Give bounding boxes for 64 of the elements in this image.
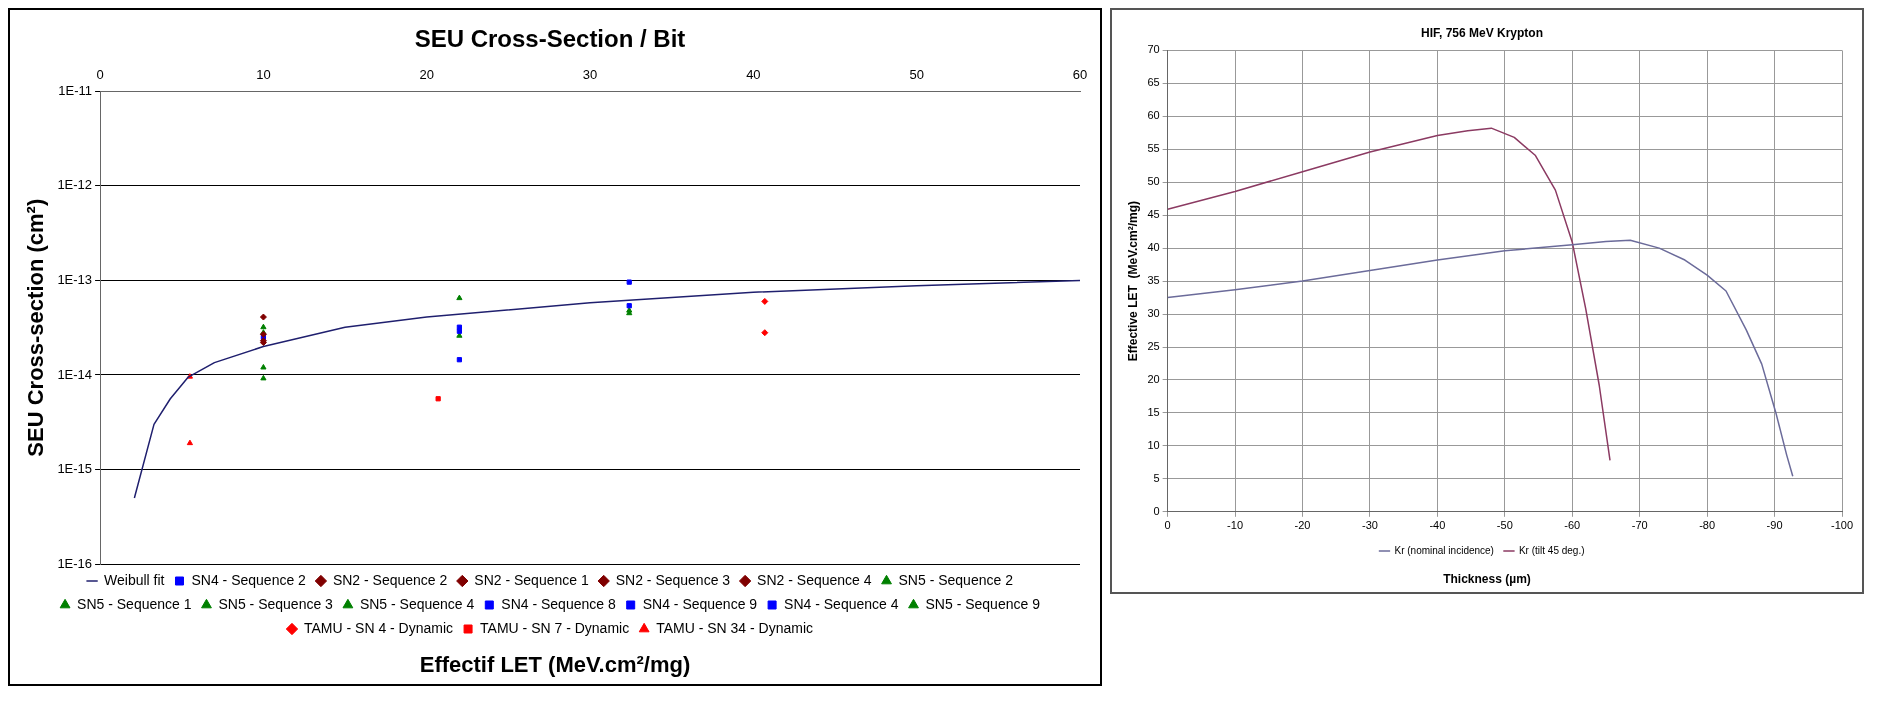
y-axis-title: SEU Cross-section (cm²) — [23, 198, 49, 457]
x-axis-title: Thickness (µm) — [1442, 571, 1532, 588]
y-tick-label: 35 — [1147, 274, 1160, 287]
legend-label: TAMU - SN 34 - Dynamic — [656, 619, 814, 636]
legend-label: SN4 - Sequence 9 — [642, 595, 758, 612]
y-tick-label: 1E-16 — [57, 555, 93, 571]
x-tick-label: 30 — [582, 67, 598, 83]
y-tick-label: 65 — [1147, 76, 1160, 89]
y-tick-label: 1E-13 — [57, 272, 93, 288]
x-tick-label: -60 — [1564, 519, 1581, 532]
chart-title: HIF, 756 MeV Krypton — [1420, 25, 1544, 40]
legend-label: SN5 - Sequence 4 — [359, 595, 475, 612]
y-tick-label: 40 — [1147, 241, 1160, 254]
x-tick-label: 0 — [96, 67, 104, 83]
x-tick-label: -40 — [1429, 519, 1446, 532]
y-tick-label: 15 — [1147, 405, 1160, 418]
legend-label: SN5 - Sequence 9 — [925, 595, 1041, 612]
y-tick-label: 1E-11 — [58, 82, 93, 98]
legend-label: SN2 - Sequence 1 — [474, 571, 589, 588]
x-tick-label: -10 — [1227, 519, 1244, 532]
legend-label: SN5 - Sequence 2 — [898, 571, 1014, 588]
x-tick-label: 50 — [909, 67, 924, 83]
y-tick-label: 50 — [1147, 175, 1160, 188]
y-tick-label: 55 — [1147, 142, 1160, 155]
legend-label: SN2 - Sequence 2 — [332, 571, 448, 588]
y-tick-label: 45 — [1147, 208, 1160, 221]
chart-title: SEU Cross-Section / Bit — [414, 25, 686, 53]
legend-label: SN2 - Sequence 4 — [757, 571, 872, 588]
y-tick-label: 60 — [1147, 109, 1160, 122]
legend-label: TAMU - SN 7 - Dynamic — [480, 619, 630, 636]
legend-label: Kr (tilt 45 deg.) — [1518, 544, 1585, 556]
y-tick-label: 70 — [1147, 43, 1160, 56]
x-tick-label: 10 — [256, 67, 271, 83]
legend-label: SN4 - Sequence 4 — [784, 595, 899, 612]
y-tick-label: 1E-12 — [57, 177, 93, 193]
x-tick-label: -70 — [1631, 519, 1648, 532]
y-tick-label: 1E-14 — [57, 366, 93, 382]
x-tick-label: 40 — [746, 67, 761, 83]
x-tick-label: 60 — [1072, 67, 1088, 83]
legend-label: SN5 - Sequence 3 — [218, 595, 334, 612]
y-tick-label: 1E-15 — [57, 461, 93, 477]
y-axis-title: Effective LET (MeV.cm²/mg) — [1125, 200, 1140, 362]
x-tick-label: -20 — [1294, 519, 1311, 532]
x-axis-title: Effectif LET (MeV.cm²/mg) — [418, 651, 692, 679]
x-tick-label: -30 — [1361, 519, 1378, 532]
y-tick-label: 30 — [1147, 307, 1160, 320]
legend-label: TAMU - SN 4 - Dynamic — [303, 619, 454, 636]
x-tick-label: 20 — [419, 67, 434, 83]
y-tick-label: 5 — [1153, 471, 1160, 484]
x-tick-label: -100 — [1830, 519, 1854, 532]
legend-label: SN4 - Sequence 8 — [501, 595, 616, 612]
y-tick-label: 0 — [1153, 504, 1160, 517]
legend-label: SN4 - Sequence 2 — [191, 571, 307, 588]
x-tick-label: -80 — [1699, 519, 1716, 532]
legend-label: SN5 - Sequence 1 — [77, 595, 192, 612]
x-tick-label: -50 — [1496, 519, 1513, 532]
legend-label: Kr (nominal incidence) — [1394, 544, 1494, 556]
legend-label: Weibull fit — [104, 571, 165, 588]
x-tick-label: -90 — [1766, 519, 1783, 532]
y-tick-label: 10 — [1147, 438, 1160, 451]
x-tick-label: 0 — [1164, 519, 1171, 532]
legend-label: SN2 - Sequence 3 — [615, 571, 731, 588]
y-tick-label: 20 — [1147, 373, 1160, 385]
y-tick-label: 25 — [1147, 340, 1160, 353]
